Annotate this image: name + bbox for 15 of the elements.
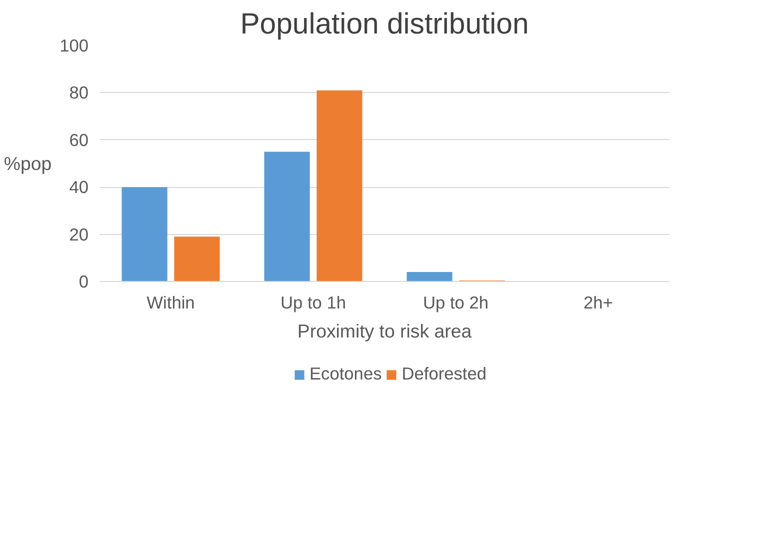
x-tick-label: Up to 1h	[280, 292, 346, 312]
y-tick-label: 80	[69, 82, 89, 103]
y-tick-label: 20	[69, 224, 89, 244]
y-tick-label: 100	[60, 36, 89, 56]
y-tick-label: 0	[78, 272, 89, 292]
legend-label: Deforested	[402, 364, 487, 384]
x-tick-label: Within	[146, 292, 195, 312]
y-tick-label: 60	[69, 130, 89, 150]
y-tick-label: 40	[69, 177, 89, 198]
x-axis-title: Proximity to risk area	[297, 320, 472, 342]
chart-title: Population distribution	[240, 8, 529, 40]
x-tick-label: 2h+	[584, 292, 613, 312]
x-tick-label: Up to 2h	[422, 292, 489, 312]
legend-label: Ecotones	[309, 364, 382, 384]
y-axis-title: %pop	[4, 153, 52, 174]
